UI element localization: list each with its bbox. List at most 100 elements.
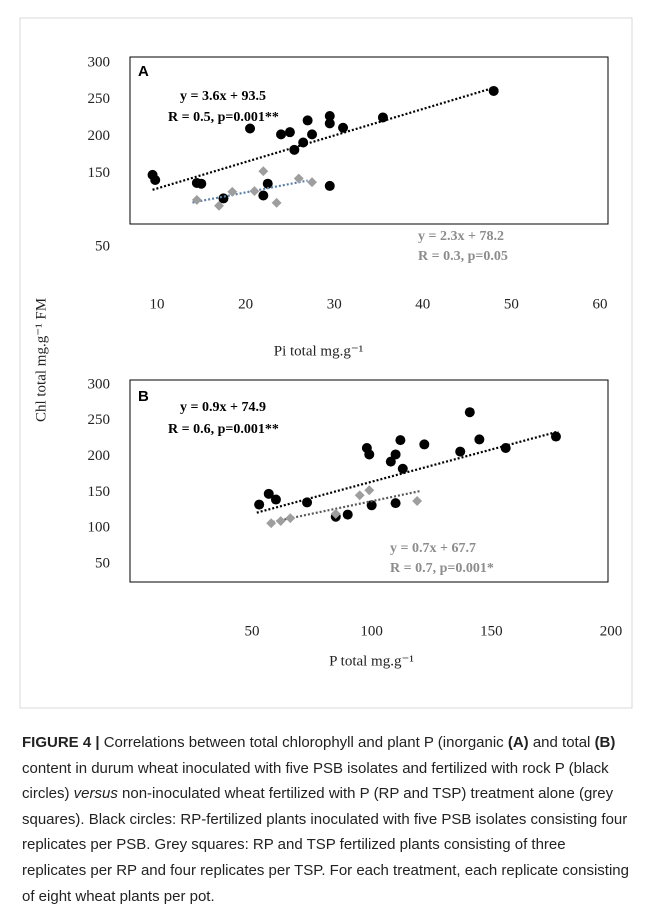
annotation: y = 3.6x + 93.5 [180, 89, 266, 104]
grey-point [307, 177, 317, 188]
grey-point [412, 496, 423, 506]
black-point [284, 127, 295, 138]
y-tick-label: 100 [88, 520, 111, 536]
trendline [152, 86, 494, 191]
caption-text: versus [73, 785, 118, 803]
plot-box-b [129, 379, 609, 583]
black-point [377, 112, 388, 123]
y-tick-label: 150 [88, 484, 111, 500]
annotation: y = 0.9x + 74.9 [180, 400, 266, 415]
grey-point [214, 200, 224, 211]
black-point [385, 456, 396, 467]
annotation: R = 0.7, p=0.001* [390, 561, 494, 576]
black-point [196, 178, 207, 189]
black-point [150, 175, 161, 186]
x-tick-label: 200 [600, 623, 623, 639]
black-point [302, 115, 313, 126]
y-tick-label: 150 [88, 165, 111, 181]
x-tick-label: 60 [593, 296, 608, 312]
black-point [324, 118, 335, 129]
black-point [364, 449, 375, 460]
annotation: y = 2.3x + 78.2 [418, 229, 504, 244]
black-point [276, 129, 287, 140]
caption: FIGURE 4 | Correlations between total ch… [22, 730, 630, 909]
trendline [256, 430, 559, 514]
x-tick-label: 40 [415, 296, 430, 312]
black-point [464, 407, 475, 418]
black-point [366, 500, 377, 511]
x-tick-label: 50 [504, 296, 519, 312]
black-point [298, 137, 309, 148]
grey-point [293, 173, 304, 184]
figure-frame [19, 17, 633, 709]
x-tick-label: 20 [238, 296, 253, 312]
grey-point [275, 516, 286, 526]
black-point [342, 509, 353, 520]
annotation: R = 0.5, p=0.001** [168, 110, 279, 125]
caption-text: FIGURE 4 | [22, 734, 100, 751]
black-point [262, 178, 273, 189]
black-point [245, 123, 256, 134]
y-tick-label: 250 [88, 91, 111, 107]
x-tick-label: 150 [480, 623, 503, 639]
caption-text: content in durum wheat inoculated with f… [22, 759, 609, 803]
black-point [455, 446, 466, 457]
annotation: R = 0.6, p=0.001** [168, 422, 279, 437]
black-point [338, 122, 349, 133]
x-tick-label: 10 [150, 296, 165, 312]
caption-text: (B) [594, 734, 616, 751]
caption-text: non-inoculated wheat fertilized with P (… [22, 785, 629, 905]
grey-point [191, 194, 202, 205]
black-point [488, 85, 499, 96]
grey-point [227, 186, 238, 197]
y-tick-label: 50 [95, 238, 110, 254]
black-point [254, 499, 265, 510]
annotation: R = 0.3, p=0.05 [418, 249, 508, 264]
x-axis-label: Pi total mg.g⁻¹ [274, 343, 364, 359]
black-point [419, 439, 430, 450]
x-tick-label: 100 [360, 623, 383, 639]
y-tick-label: 200 [88, 448, 111, 464]
x-axis-label: P total mg.g⁻¹ [329, 653, 414, 669]
black-point [218, 193, 229, 204]
black-point [474, 434, 485, 445]
grey-point [364, 485, 375, 496]
black-point [302, 497, 313, 508]
plot-box-a [129, 56, 609, 225]
annotation: y = 0.7x + 67.7 [390, 541, 476, 556]
black-point [324, 110, 335, 121]
panel-letter: B [138, 388, 149, 405]
y-tick-label: 300 [88, 376, 111, 392]
grey-point [258, 166, 269, 177]
black-point [397, 463, 408, 474]
black-point [550, 431, 561, 442]
y-tick-label: 200 [88, 128, 111, 144]
figure: Chl total mg.g⁻¹ FM 50 150 200 250 300 10 20 30… [19, 17, 633, 709]
black-point [324, 180, 335, 191]
caption-text: Correlations between total chlorophyll a… [99, 734, 508, 751]
panel-letter: A [138, 63, 149, 80]
x-tick-label: 50 [245, 623, 260, 639]
trendline [192, 179, 308, 204]
y-axis-label: Chl total mg.g⁻¹ FM [33, 298, 49, 422]
grey-point [330, 508, 341, 519]
black-point [307, 129, 318, 140]
grey-point [271, 197, 282, 208]
caption-text: and total [528, 734, 595, 751]
black-point [270, 494, 281, 505]
black-point [258, 190, 269, 201]
black-point [390, 498, 401, 509]
black-point [500, 443, 511, 454]
grey-point [266, 518, 277, 529]
x-tick-label: 30 [327, 296, 342, 312]
black-point [395, 435, 406, 446]
y-tick-label: 300 [88, 54, 111, 70]
caption-text: (A) [507, 734, 529, 751]
grey-point [285, 513, 296, 524]
black-point [263, 488, 274, 499]
grey-point [249, 186, 260, 197]
black-point [390, 449, 401, 460]
grey-point [354, 490, 365, 501]
black-point [289, 144, 300, 155]
